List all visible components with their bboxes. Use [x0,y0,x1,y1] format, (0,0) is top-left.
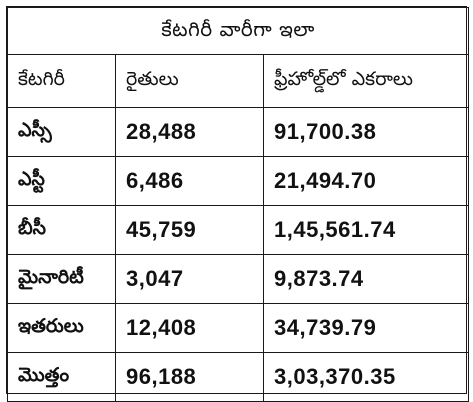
row-farmers: 45,759 [115,205,264,255]
category-table: కేటగిరీ వారీగా ఇలా కేటగిరీ రైతులు ఫ్రీహో… [6,7,470,402]
category-table-card: కేటగిరీ వారీగా ఇలా కేటగిరీ రైతులు ఫ్రీహో… [6,6,470,402]
row-farmers: 3,047 [115,254,264,304]
row-category: ఎస్టీ [7,156,116,206]
row-farmers: 28,488 [115,107,264,157]
row-acres: 21,494.70 [262,156,470,206]
column-header-acres: ఫ్రీహోల్డ్‌లో ఎకరాలు [262,54,470,108]
table-row: ఎస్టీ 6,486 21,494.70 [7,156,470,206]
table-row: బీసీ 45,759 1,45,561.74 [7,205,470,255]
row-category: బీసీ [7,205,116,255]
row-farmers: 12,408 [115,303,264,353]
column-header-farmers: రైతులు [115,54,264,108]
table-row-total: మొత్తం 96,188 3,03,370.35 [7,352,470,402]
row-acres: 34,739.79 [262,303,470,353]
table-row: ఇతరులు 12,408 34,739.79 [7,303,470,353]
row-category: ఎస్సీ [7,107,116,157]
row-acres: 91,700.38 [262,107,470,157]
table-title: కేటగిరీ వారీగా ఇలా [6,7,470,55]
row-acres: 3,03,370.35 [262,352,470,402]
row-category: మైనారిటీ [7,254,116,304]
table-row: మైనారిటీ 3,047 9,873.74 [7,254,470,304]
table-row: ఎస్సీ 28,488 91,700.38 [7,107,470,157]
column-header-category: కేటగిరీ [7,54,116,108]
table-title-row: కేటగిరీ వారీగా ఇలా [6,7,470,55]
row-farmers: 96,188 [115,352,264,402]
row-acres: 1,45,561.74 [262,205,470,255]
row-category: మొత్తం [7,352,116,402]
table-header-row: కేటగిరీ రైతులు ఫ్రీహోల్డ్‌లో ఎకరాలు [7,54,470,108]
row-category: ఇతరులు [7,303,116,353]
row-farmers: 6,486 [115,156,264,206]
row-acres: 9,873.74 [262,254,470,304]
